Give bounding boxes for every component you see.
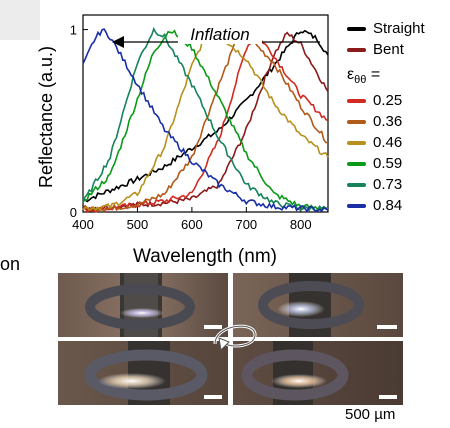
legend-swatch-strain-2 [347,120,366,124]
x-tick-label: 700 [235,217,257,232]
legend-item-strain-1: 0.25 [345,90,449,111]
legend-label-strain-5: 0.73 [373,176,403,193]
scale-bar [204,325,222,329]
legend-swatch-bent [347,48,366,52]
scale-bar-label: 500 µm [345,406,396,423]
legend-label-strain-3: 0.46 [373,134,403,151]
series-line-0-59 [82,29,329,211]
scale-bar [204,395,222,399]
legend-item-strain-2: 0.36 [345,111,449,132]
series-line-0-36 [82,27,329,213]
scale-bar [379,395,397,399]
legend-swatch-strain-1 [347,99,366,103]
inflation-label-bg [178,24,262,44]
photo-straight-fiber [58,273,228,337]
legend-label-strain-4: 0.59 [373,155,403,172]
photo-bent-fiber-high-strain [233,341,403,405]
photo-bent-fiber-low-strain [233,273,403,337]
truncated-caption-text: on [0,254,21,274]
legend-swatch-strain-3 [347,141,366,145]
series-line-0-25 [82,33,329,214]
x-tick-label: 400 [72,217,94,232]
legend-item-strain-5: 0.73 [345,174,449,195]
legend-swatch-straight [347,27,366,31]
legend-item-strain-4: 0.59 [345,153,449,174]
legend-label-bent: Bent [373,41,404,58]
series-line-0-73 [82,26,329,212]
legend-swatch-strain-6 [347,204,366,208]
legend-label-strain-6: 0.84 [373,197,403,214]
x-tick-label: 500 [127,217,149,232]
legend-item-strain-6: 0.84 [345,195,449,216]
series-line-0-84 [82,28,329,213]
legend-item-straight: Straight [345,18,449,39]
legend-label-strain-1: 0.25 [373,92,403,109]
legend-item-strain-3: 0.46 [345,132,449,153]
reflectance-chart: 400 500 600 700 800 0 1 Inflation Wavelength (… [36,14,329,267]
x-tick-label: 800 [290,217,312,232]
photo-bent-fiber-mid-strain [58,341,228,405]
plot-frame [82,14,329,213]
legend-label-strain-2: 0.36 [373,113,403,130]
scale-bar [377,325,397,329]
inflation-label: Inflation [190,25,250,44]
curved-arrow-icon [213,324,257,352]
legend: Straight Bent εθθ = 0.25 0.36 0.46 0.59 … [345,18,449,216]
legend-item-bent: Bent [345,39,449,60]
y-tick-label: 1 [70,23,77,38]
y-axis-label: Reflectance (a.u.) [36,46,56,188]
inflation-arrow-head [112,36,124,48]
legend-label-straight: Straight [373,20,425,37]
y-tick-label: 0 [70,205,77,220]
x-tick-label: 600 [181,217,203,232]
legend-swatch-strain-5 [347,183,366,187]
series-line-straight [82,29,329,203]
x-axis-label: Wavelength (nm) [133,246,277,267]
legend-swatch-strain-4 [347,162,366,166]
series-line-bent [82,31,329,212]
top-strip [0,0,40,40]
legend-strain-title: εθθ = [347,66,381,87]
